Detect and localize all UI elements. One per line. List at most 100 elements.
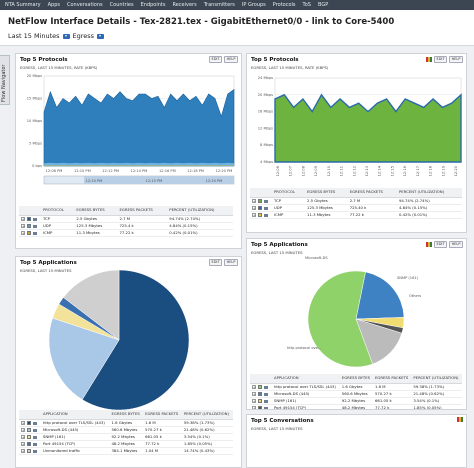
- table-cell: 77.72 k: [373, 404, 412, 409]
- table-cell: http protocol over TLS/SSL (443): [272, 383, 340, 391]
- protocol-area-chart-green: 24 Mbps 20 Mbps 16 Mbps 12 Mbps 8 Mbps 4 Mbps…: [258, 76, 462, 176]
- expand-icon[interactable]: +: [21, 435, 25, 439]
- nav-item[interactable]: Endpoints: [140, 2, 166, 8]
- edit-button[interactable]: EDIT: [434, 241, 448, 248]
- table-cell: Port 49154 (TCP): [272, 404, 340, 409]
- nav-item[interactable]: BGP: [317, 2, 329, 8]
- protocol-area-chart: 20 Mbps 15 Mbps 10 Mbps 5 Mbps 0 bps 12:08 PM…: [27, 74, 235, 185]
- table-cell: 570.27 k: [143, 426, 182, 434]
- x-tick-label: 12:09: [314, 165, 318, 176]
- table-cell: 2.7 M: [347, 197, 397, 205]
- help-button[interactable]: HELP: [449, 241, 463, 248]
- filter-bar: Last 15 Minutes Egress: [8, 32, 105, 40]
- flow-navigator-tab[interactable]: Flow Navigator: [0, 55, 10, 105]
- expand-icon[interactable]: +: [252, 406, 256, 410]
- protocol-icon: [264, 385, 268, 389]
- nav-item[interactable]: Countries: [109, 2, 134, 8]
- nav-item[interactable]: Protocols: [272, 2, 296, 8]
- table-row[interactable]: + SNMP (161) 92.2 Mbytes 661.05 k 3.54% (0.1…: [250, 397, 462, 405]
- table-cell: 3.54% (0.1%): [181, 433, 233, 441]
- expand-icon[interactable]: +: [252, 392, 256, 396]
- x-tick-label: 12:10 PM: [74, 169, 91, 173]
- nav-item[interactable]: IP Groups: [241, 2, 266, 8]
- expand-icon[interactable]: +: [21, 224, 25, 228]
- legend-swatch-icon: [258, 406, 262, 409]
- page-title: NetFlow Interface Details - Tex-2821.tex…: [8, 17, 395, 27]
- applications-pie-chart: [48, 269, 190, 411]
- table-cell: Port 49154 (TCP): [41, 440, 110, 448]
- table-row[interactable]: + SNMP (161) 92.2 Mbytes 661.05 k 3.54% (0.1…: [19, 433, 233, 441]
- chart-type-icon[interactable]: [457, 417, 463, 422]
- expand-icon[interactable]: +: [252, 213, 256, 217]
- expand-icon[interactable]: +: [252, 199, 256, 203]
- expand-icon[interactable]: +: [21, 231, 25, 235]
- expand-icon[interactable]: +: [252, 385, 256, 389]
- direction-label[interactable]: Egress: [72, 32, 95, 40]
- edit-button[interactable]: EDIT: [209, 56, 223, 63]
- series-udp-area: [44, 162, 234, 166]
- edit-button[interactable]: EDIT: [434, 56, 448, 63]
- table-row[interactable]: + ICMP 11.3 Mbytes 77.22 k 0.42% (0.01%): [250, 211, 462, 219]
- x-tick-label: 12:18 PM: [187, 169, 204, 173]
- edit-button[interactable]: EDIT: [209, 259, 223, 266]
- legend-swatch-icon: [258, 385, 262, 389]
- column-header: [19, 410, 41, 420]
- table-row[interactable]: + http protocol over TLS/SSL (443) 1.6 Gby…: [19, 419, 233, 427]
- time-range-label[interactable]: Last 15 Minutes: [8, 32, 60, 40]
- panel-subtitle: EGRESS, LAST 15 MINUTES, RATE (KBPS): [20, 65, 98, 70]
- table-row[interactable]: + ICMP 11.3 Mbytes 77.22 k 0.42% (0.01%): [19, 229, 233, 237]
- expand-icon[interactable]: +: [252, 399, 256, 403]
- legend-swatch-icon: [258, 206, 262, 210]
- applications-panel-pie: Top 5 Applications EGRESS, LAST 15 MINUT…: [15, 256, 242, 468]
- y-tick-label: 5 Mbps: [29, 142, 42, 146]
- column-header: PROTOCOL: [272, 188, 306, 198]
- table-cell: 560.6 Mbytes: [109, 426, 144, 434]
- expand-icon[interactable]: +: [252, 206, 256, 210]
- panel-subtitle: EGRESS, LAST 15 MINUTES: [251, 426, 303, 431]
- protocol-icon: [264, 399, 268, 403]
- table-row[interactable]: + Unmonitored traffic 384.1 Mbytes 1.04 M 14…: [19, 447, 233, 455]
- table-row[interactable]: + Port 49154 (TCP) 48.2 Mbytes 77.72 k 1.85%…: [250, 404, 462, 410]
- table-cell: 48.2 Mbytes: [339, 404, 374, 409]
- column-header: APPLICATION: [41, 410, 110, 420]
- help-button[interactable]: HELP: [449, 56, 463, 63]
- nav-item[interactable]: NTA Summary: [5, 2, 41, 8]
- panel-subtitle: EGRESS, LAST 15 MINUTES: [20, 268, 72, 273]
- table-row[interactable]: + http protocol over TLS/SSL (443) 1.6 Gby…: [250, 383, 462, 391]
- table-cell: 725.40 k: [347, 204, 397, 212]
- table-cell: 2.5 Gbytes: [74, 215, 118, 223]
- applications-panel-green: Top 5 Applications EGRESS, LAST 15 MINUT…: [246, 238, 467, 410]
- table-row[interactable]: + TCP 2.5 Gbytes 2.7 M 94.74% (2.74%): [250, 197, 462, 205]
- direction-dropdown-icon[interactable]: [97, 33, 105, 39]
- nav-item[interactable]: ToS: [302, 2, 311, 8]
- nav-item[interactable]: Conversations: [66, 2, 103, 8]
- table-row[interactable]: + TCP 2.5 Gbytes 2.7 M 94.74% (2.74%): [19, 215, 233, 223]
- expand-icon[interactable]: +: [21, 449, 25, 453]
- nav-item[interactable]: Transmitters: [203, 2, 235, 8]
- table-row[interactable]: + Port 49154 (TCP) 48.2 Mbytes 77.72 k 1.85%…: [19, 440, 233, 448]
- table-cell: UDP: [41, 222, 75, 230]
- expand-icon[interactable]: +: [21, 428, 25, 432]
- time-range-dropdown-icon[interactable]: [62, 33, 70, 39]
- table-cell: 1.85% (0.05%): [411, 404, 462, 409]
- nav-item[interactable]: Receivers: [172, 2, 197, 8]
- table-row[interactable]: + UDP 125.3 Mbytes 725.40 k 4.84% (0.15%): [250, 204, 462, 212]
- applications-table: APPLICATION EGRESS BYTES EGRESS PACKETS PER…: [250, 374, 462, 410]
- expand-icon[interactable]: +: [21, 442, 25, 446]
- chart-type-icon[interactable]: [426, 242, 433, 247]
- expand-icon[interactable]: +: [21, 421, 25, 425]
- panel-title: Top 5 Conversations: [251, 418, 314, 424]
- help-button[interactable]: HELP: [224, 56, 238, 63]
- expand-icon[interactable]: +: [21, 217, 25, 221]
- x-tick-label: 12:14 PM: [131, 169, 148, 173]
- conversations-panel: Top 5 Conversations EGRESS, LAST 15 MINU…: [246, 414, 467, 468]
- help-button[interactable]: HELP: [224, 259, 238, 266]
- nav-item[interactable]: Apps: [47, 2, 60, 8]
- table-cell: 0.42% (0.01%): [167, 229, 233, 237]
- table-row[interactable]: + UDP 125.3 Mbytes 725.4 k 4.84% (0.15%): [19, 222, 233, 230]
- y-tick-label: 15 Mbps: [27, 97, 42, 101]
- chart-type-icon[interactable]: [426, 57, 433, 62]
- x-tick-label: 12:20: [454, 165, 458, 176]
